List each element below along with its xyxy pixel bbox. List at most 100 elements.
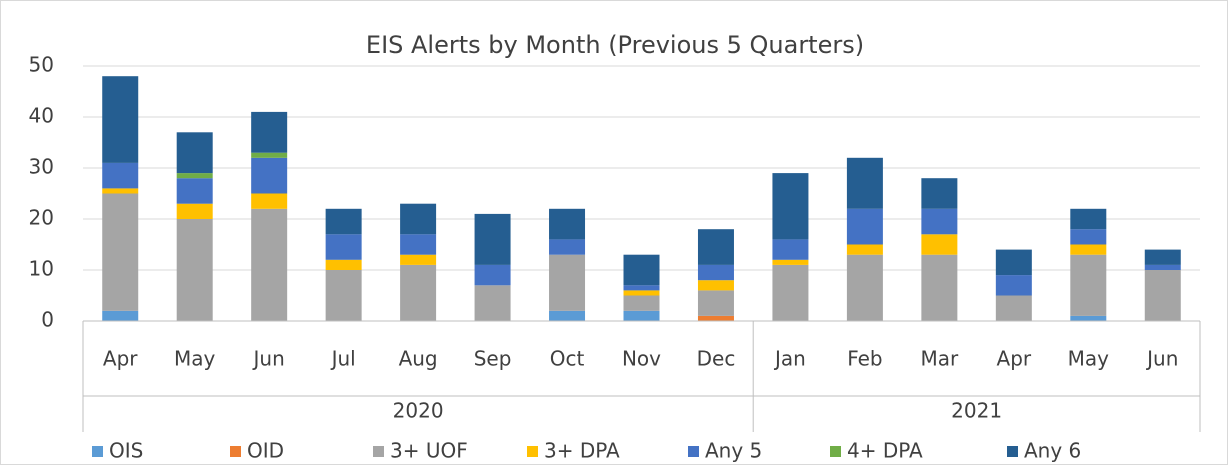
- x-tick-label: Dec: [697, 347, 736, 371]
- bar-segment: [772, 264, 809, 321]
- bar-segment: [102, 188, 139, 194]
- bar-segment: [921, 234, 958, 255]
- bar-segment: [846, 254, 883, 321]
- bar-segment: [400, 254, 437, 265]
- bar-segment: [623, 254, 660, 286]
- bar-segment: [623, 310, 660, 321]
- bar-segment: [549, 208, 586, 240]
- chart-title: EIS Alerts by Month (Previous 5 Quarters…: [366, 31, 864, 59]
- bar-segment: [921, 208, 958, 235]
- x-tick-label: Apr: [103, 347, 138, 371]
- bar-segment: [325, 208, 362, 235]
- bar-segment: [400, 234, 437, 255]
- legend-label: 4+ DPA: [847, 439, 923, 463]
- x-tick-label: Mar: [920, 347, 959, 371]
- bar-segment: [102, 193, 139, 311]
- bar-segment: [474, 213, 511, 265]
- bar-segment: [102, 162, 139, 189]
- bar-segment: [102, 76, 139, 163]
- legend-label: OIS: [109, 439, 143, 463]
- group-label: 2021: [951, 399, 1002, 423]
- bar-segment: [251, 111, 288, 153]
- bar-segment: [474, 264, 511, 286]
- x-tick-label: May: [174, 347, 216, 371]
- bar-segment: [325, 270, 362, 321]
- x-tick-label: Aug: [399, 347, 438, 371]
- y-tick-label: 30: [29, 155, 54, 179]
- bar-segment: [176, 173, 213, 179]
- legend-label: 3+ UOF: [390, 439, 468, 463]
- bar-segment: [400, 264, 437, 321]
- x-tick-label: Jun: [252, 347, 285, 371]
- bar-segment: [1070, 254, 1107, 316]
- bar-segment: [1070, 244, 1107, 255]
- y-tick-label: 40: [29, 104, 54, 128]
- bar-segment: [846, 244, 883, 255]
- legend-label: Any 6: [1024, 439, 1081, 463]
- bar-segment: [772, 239, 809, 260]
- bar-segment: [251, 152, 288, 158]
- bar-segment: [1144, 249, 1181, 265]
- x-tick-label: Jul: [330, 347, 356, 371]
- bar-segment: [251, 193, 288, 209]
- bar-segment: [1070, 208, 1107, 230]
- x-tick-label: Nov: [622, 347, 661, 371]
- bar-segment: [325, 234, 362, 260]
- bar-segment: [623, 285, 660, 291]
- bar-segment: [921, 178, 958, 209]
- legend-swatch: [527, 446, 538, 457]
- bar-segment: [549, 310, 586, 321]
- bar-segment: [176, 132, 213, 174]
- bar-segment: [1070, 229, 1107, 245]
- legend-swatch: [92, 446, 103, 457]
- y-tick-label: 20: [29, 206, 54, 230]
- legend-label: 3+ DPA: [544, 439, 620, 463]
- bar-segment: [697, 290, 734, 316]
- legend-swatch: [1007, 446, 1018, 457]
- legend-label: OID: [247, 439, 284, 463]
- bar-segment: [400, 203, 437, 235]
- y-tick-label: 0: [41, 308, 54, 332]
- x-tick-label: Jan: [773, 347, 806, 371]
- bar-segment: [474, 285, 511, 321]
- x-tick-label: May: [1068, 347, 1110, 371]
- bar-segment: [697, 280, 734, 291]
- bar-segment: [325, 259, 362, 270]
- bar-segment: [921, 254, 958, 321]
- bar-segment: [995, 249, 1032, 276]
- group-label: 2020: [393, 399, 444, 423]
- legend-swatch: [830, 446, 841, 457]
- bar-segment: [1144, 270, 1181, 321]
- bar-segment: [251, 157, 288, 194]
- bar-segment: [846, 157, 883, 209]
- legend-swatch: [688, 446, 699, 457]
- bar-segment: [772, 259, 809, 265]
- x-tick-label: Apr: [997, 347, 1032, 371]
- legend-swatch: [373, 446, 384, 457]
- bar-segment: [697, 229, 734, 265]
- bar-segment: [102, 310, 139, 321]
- bar-segment: [846, 208, 883, 245]
- bar-segment: [176, 178, 213, 204]
- bar-segment: [176, 219, 213, 321]
- bar-segment: [251, 208, 288, 321]
- x-tick-label: Oct: [550, 347, 585, 371]
- bar-segment: [697, 264, 734, 281]
- bar-segment: [549, 254, 586, 311]
- bar-segment: [623, 295, 660, 311]
- bar-segment: [176, 203, 213, 219]
- x-tick-label: Sep: [474, 347, 512, 371]
- x-tick-label: Jun: [1145, 347, 1178, 371]
- bar-segment: [772, 173, 809, 240]
- bar-segment: [1144, 264, 1181, 270]
- x-tick-label: Feb: [847, 347, 882, 371]
- y-tick-label: 10: [29, 257, 54, 281]
- bar-segment: [995, 295, 1032, 321]
- bar-segment: [623, 290, 660, 296]
- y-tick-label: 50: [29, 53, 54, 77]
- bar-segment: [995, 275, 1032, 296]
- bar-segment: [1070, 315, 1107, 321]
- bar-segment: [697, 315, 734, 321]
- bar-segment: [549, 239, 586, 255]
